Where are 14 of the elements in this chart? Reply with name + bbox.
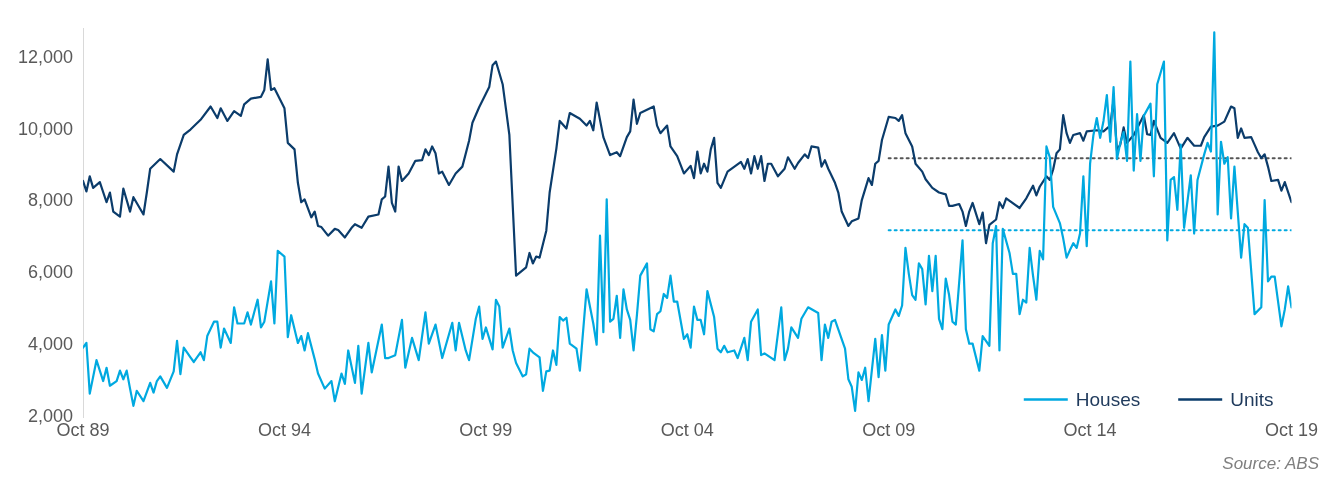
x-tick-label: Oct 04 — [660, 420, 714, 441]
y-tick-label: 8,000 — [28, 190, 74, 211]
x-tick-label: Oct 99 — [459, 420, 513, 441]
x-tick-label: Oct 09 — [862, 420, 916, 441]
x-tick-label: Oct 19 — [1264, 420, 1318, 441]
legend-label: Houses — [1075, 388, 1141, 410]
x-tick-label: Oct 14 — [1063, 420, 1117, 441]
y-tick-label: 12,000 — [17, 46, 74, 67]
x-tick-label: Oct 94 — [257, 420, 311, 441]
source-note: Source: ABS — [1222, 454, 1320, 474]
y-tick-label: 10,000 — [17, 118, 74, 139]
y-tick-label: 4,000 — [28, 334, 74, 355]
y-tick-label: 6,000 — [28, 262, 74, 283]
legend-label: Units — [1230, 388, 1274, 410]
